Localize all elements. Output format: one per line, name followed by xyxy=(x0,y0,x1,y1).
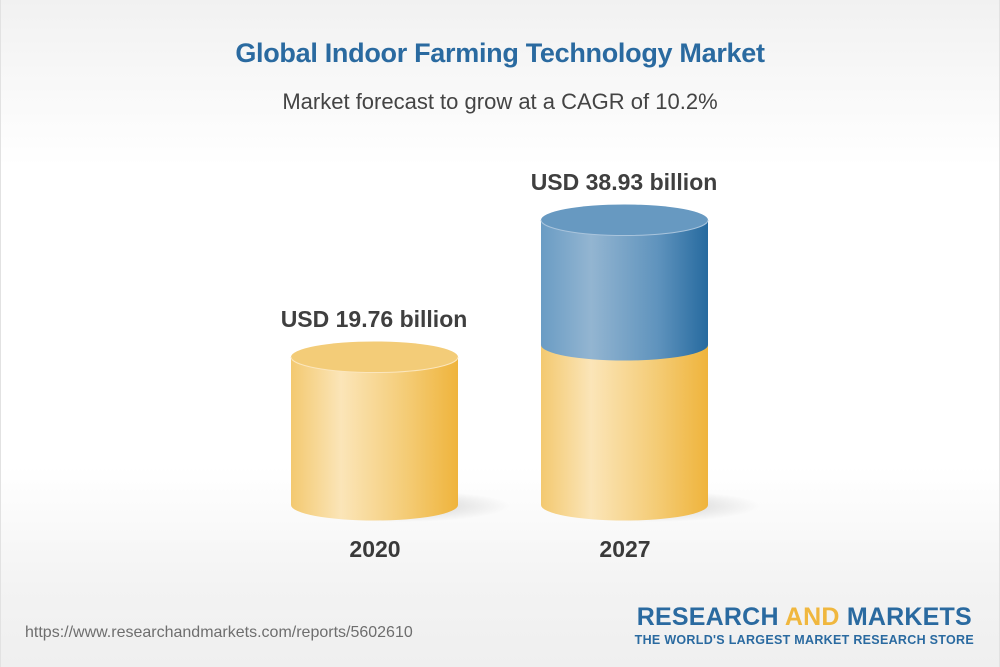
top-rim xyxy=(540,219,709,236)
brand-and: AND xyxy=(784,603,840,631)
brand-logo: RESEARCH AND MARKETS THE WORLD'S LARGEST… xyxy=(635,603,974,647)
value-label-2020: USD 19.76 billion xyxy=(280,306,468,332)
brand-name: RESEARCH AND MARKETS xyxy=(635,603,974,631)
chart-title: Global Indoor Farming Technology Market xyxy=(235,38,765,68)
value-label-2027: USD 38.93 billion xyxy=(530,169,718,195)
cylinder-top xyxy=(541,204,708,236)
bar-2027 xyxy=(540,204,760,522)
top-rim xyxy=(290,356,459,373)
bar-2020 xyxy=(290,341,510,522)
chart-subtitle: Market forecast to grow at a CAGR of 10.… xyxy=(282,89,718,114)
brand-tagline: THE WORLD'S LARGEST MARKET RESEARCH STOR… xyxy=(634,633,974,647)
year-label-2027: 2027 xyxy=(599,536,651,562)
cylinder-growth-segment xyxy=(541,220,708,361)
source-url[interactable]: https://www.researchandmarkets.com/repor… xyxy=(25,624,413,641)
cylinder-base-segment xyxy=(541,345,708,521)
cylinder-top xyxy=(291,341,458,373)
brand-research: RESEARCH xyxy=(636,603,785,631)
brand-markets: MARKETS xyxy=(839,603,972,631)
cylinder-body xyxy=(291,357,458,521)
year-label-2020: 2020 xyxy=(349,536,401,562)
